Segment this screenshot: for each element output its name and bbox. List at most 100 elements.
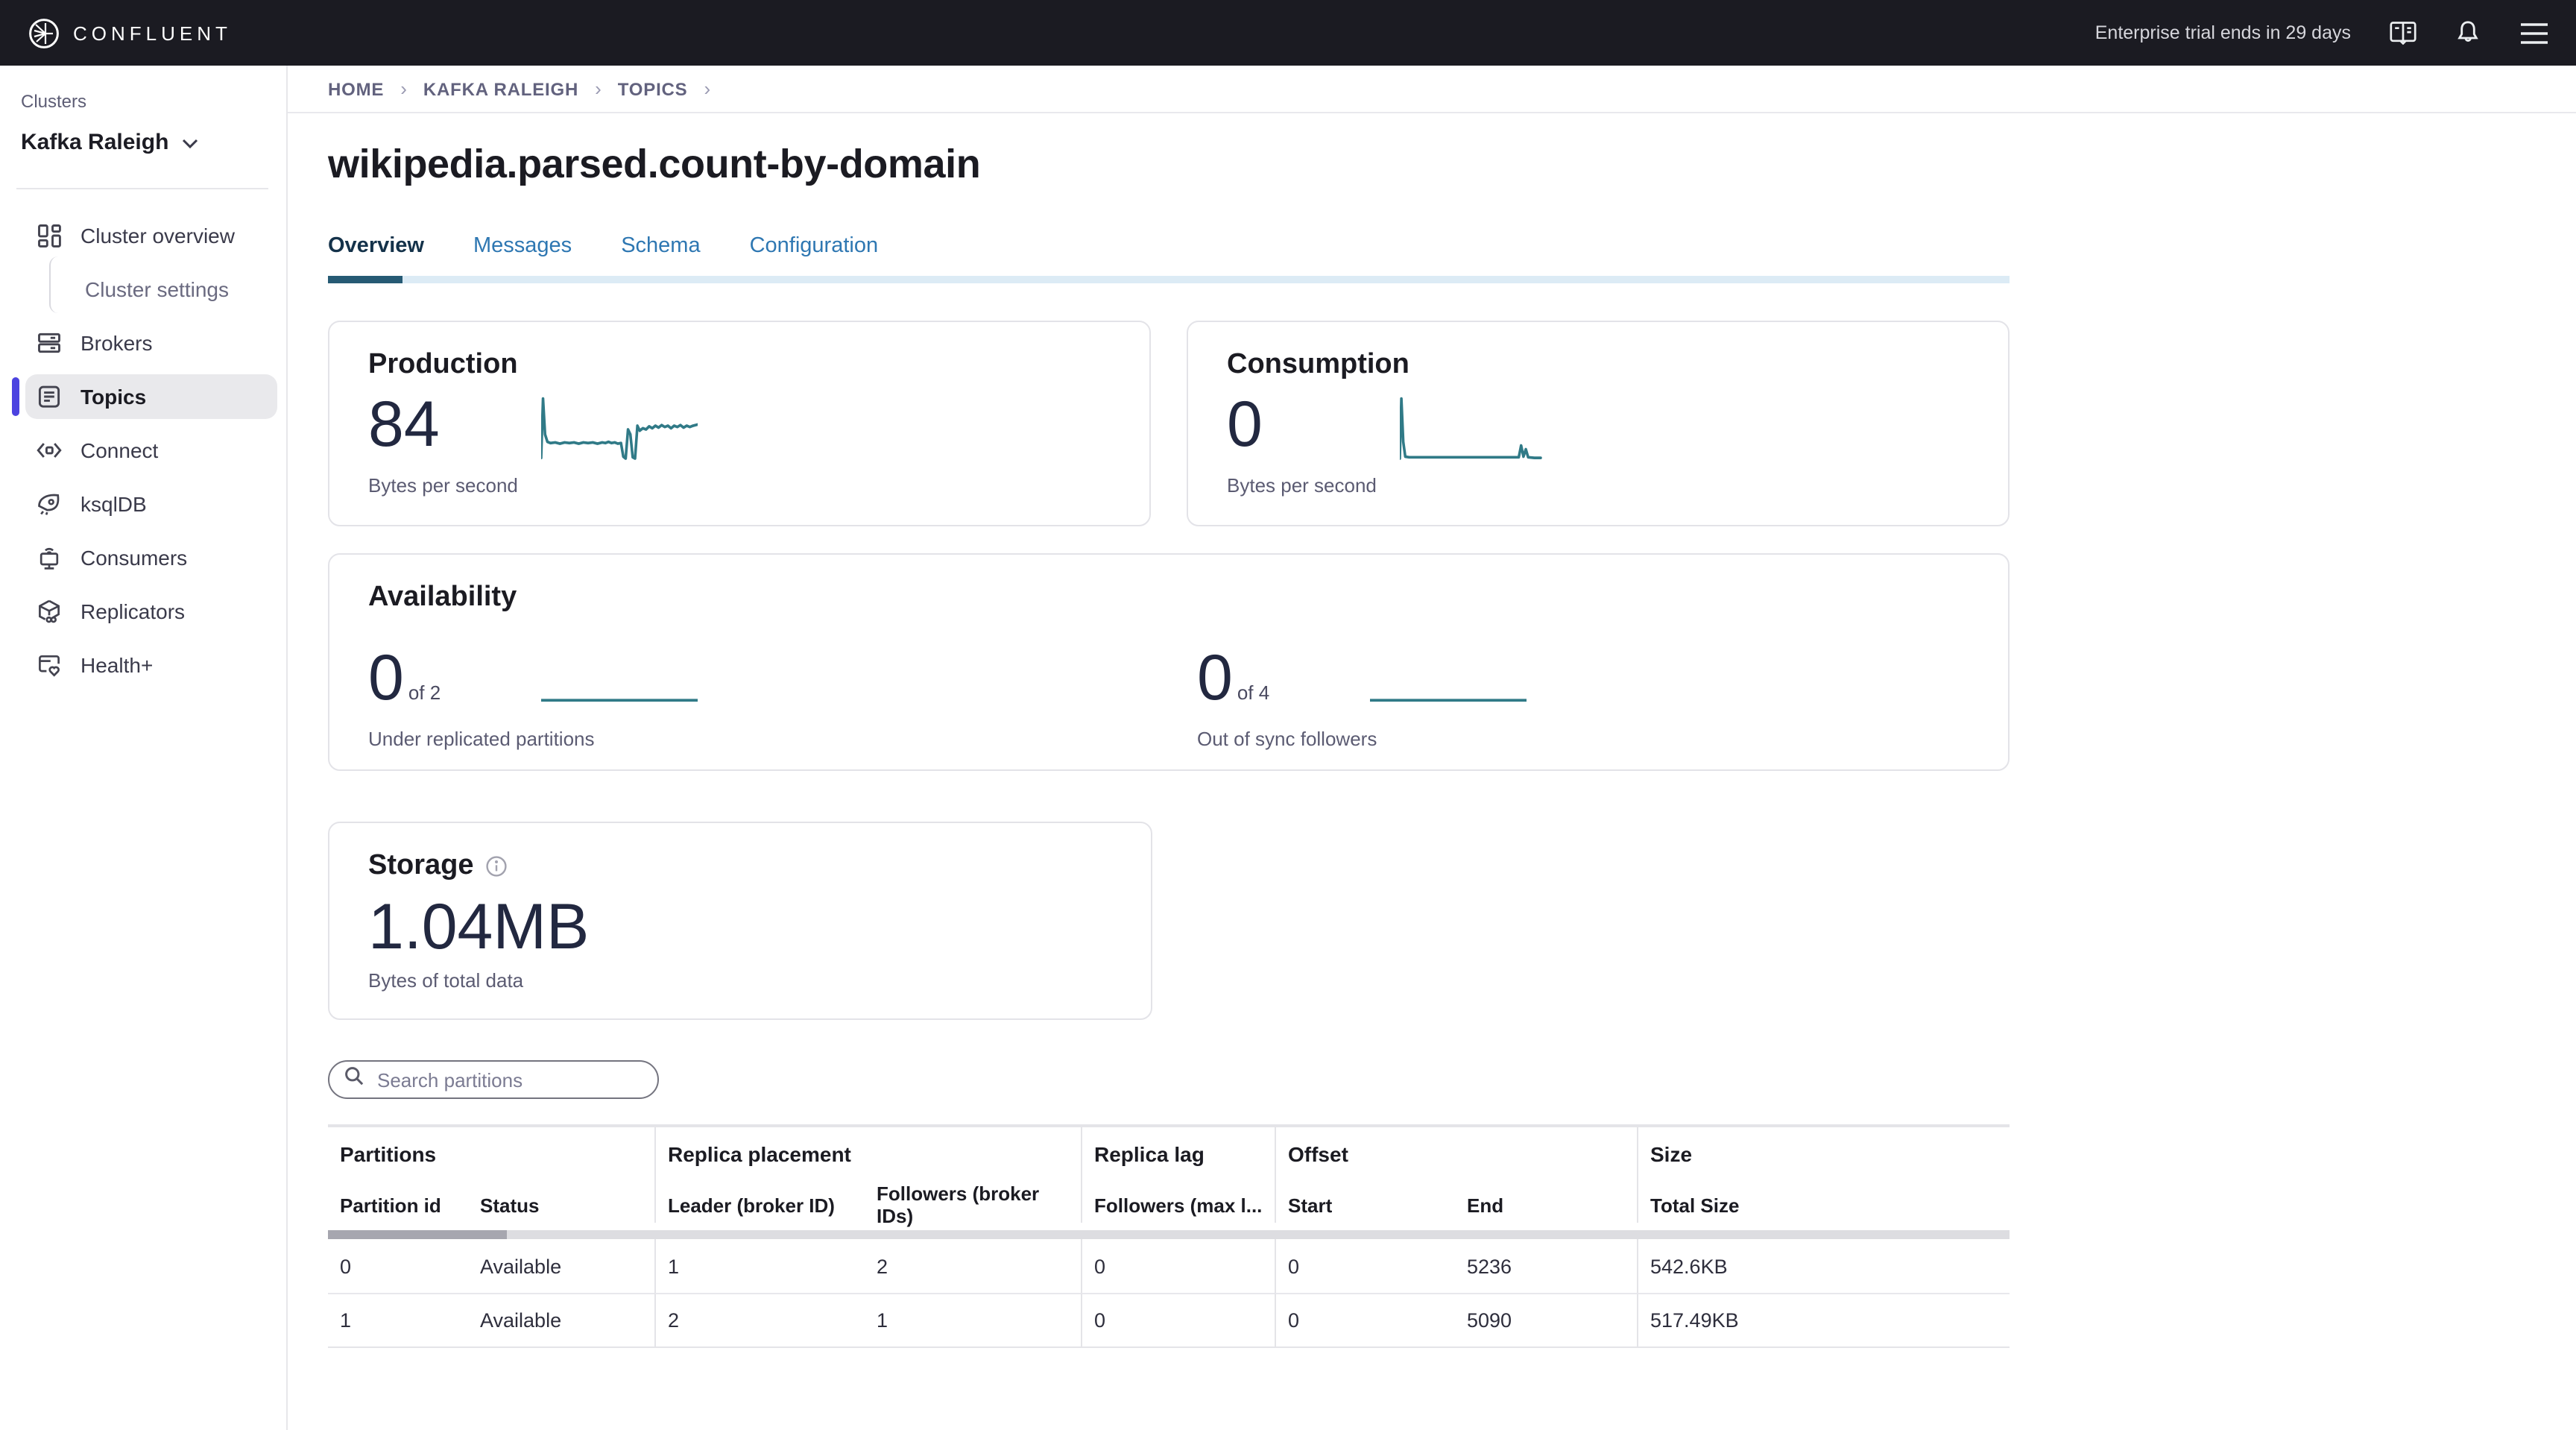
- group-header-size: Size: [1637, 1127, 2010, 1187]
- sidebar-item-replicators[interactable]: Replicators: [25, 589, 277, 634]
- info-icon[interactable]: [485, 856, 507, 877]
- ksqldb-rocket-icon: [36, 491, 63, 517]
- cell-followers-max: 0: [1081, 1293, 1275, 1346]
- cluster-picker[interactable]: Kafka Raleigh: [21, 130, 286, 155]
- sidebar-divider: [16, 188, 268, 189]
- tab-messages[interactable]: Messages: [473, 234, 572, 258]
- brand-name: CONFLUENT: [73, 22, 232, 44]
- sidebar-item-consumers[interactable]: Consumers: [25, 535, 277, 580]
- breadcrumb-cluster[interactable]: KAFKA RALEIGH: [423, 78, 579, 99]
- sidebar-item-topics[interactable]: Topics: [12, 374, 277, 419]
- out-of-sync-metric: 0 of 4 Out of sync followers: [1197, 626, 1969, 750]
- tab-configuration[interactable]: Configuration: [749, 234, 879, 258]
- dashboard-icon: [36, 222, 63, 249]
- tab-track: [328, 276, 2010, 283]
- cell-status: Available: [480, 1255, 562, 1277]
- search-partitions-input[interactable]: [374, 1067, 634, 1092]
- production-title: Production: [368, 349, 518, 380]
- consumers-icon: [36, 544, 63, 571]
- under-replicated-value: 0: [368, 643, 404, 714]
- cell-start: 0: [1275, 1239, 1455, 1293]
- out-of-sync-caption: Out of sync followers: [1197, 728, 1377, 750]
- search-partitions-box: [328, 1060, 659, 1099]
- storage-title: Storage: [368, 850, 474, 881]
- chevron-right-icon: ›: [595, 78, 602, 100]
- col-header-start: Start: [1275, 1187, 1455, 1223]
- sidebar-item-label: ksqlDB: [80, 492, 147, 516]
- production-caption: Bytes per second: [368, 474, 518, 497]
- sidebar-item-label: Consumers: [80, 546, 188, 570]
- sidebar-item-cluster-settings[interactable]: Cluster settings: [25, 256, 277, 313]
- under-replicated-sparkline: [541, 699, 698, 702]
- storage-caption: Bytes of total data: [368, 969, 524, 992]
- cell-leader: 1: [654, 1239, 865, 1293]
- docs-book-icon[interactable]: [2390, 21, 2416, 45]
- availability-title: Availability: [368, 582, 517, 613]
- connect-icon: [36, 437, 63, 464]
- brokers-icon: [36, 330, 63, 356]
- top-bar: CONFLUENT Enterprise trial ends in 29 da…: [0, 0, 2576, 66]
- search-icon: [344, 1066, 364, 1093]
- breadcrumb: HOME › KAFKA RALEIGH › TOPICS ›: [288, 66, 2576, 113]
- cell-end: 5236: [1467, 1255, 1512, 1277]
- sidebar-item-label: Cluster settings: [85, 277, 229, 301]
- sidebar-item-label: Brokers: [80, 331, 153, 355]
- sidebar-item-health[interactable]: Health+: [25, 643, 277, 687]
- scrollbar-thumb[interactable]: [328, 1230, 507, 1239]
- under-replicated-of: of 2: [408, 681, 441, 704]
- col-header-end: End: [1467, 1194, 1504, 1216]
- production-sparkline: [541, 397, 698, 460]
- trial-banner: Enterprise trial ends in 29 days: [2094, 22, 2351, 43]
- cell-followers-ids: 1: [865, 1293, 1081, 1346]
- sidebar-item-label: Health+: [80, 653, 154, 677]
- clusters-section-label: Clusters: [21, 91, 87, 112]
- col-header-leader: Leader (broker ID): [654, 1187, 865, 1223]
- confluent-logo[interactable]: CONFLUENT: [28, 17, 232, 48]
- tab-schema[interactable]: Schema: [621, 234, 701, 258]
- group-header-offset: Offset: [1275, 1127, 1637, 1187]
- sidebar-item-cluster-overview[interactable]: Cluster overview: [25, 213, 277, 258]
- col-header-total-size: Total Size: [1637, 1187, 2010, 1223]
- tab-bar: Overview Messages Schema Configuration: [328, 234, 2010, 283]
- cell-total-size: 517.49KB: [1637, 1293, 2010, 1346]
- sidebar-item-connect[interactable]: Connect: [25, 428, 277, 473]
- breadcrumb-home[interactable]: HOME: [328, 78, 385, 99]
- tab-active-indicator: [328, 276, 402, 283]
- group-header-partitions: Partitions: [340, 1142, 437, 1166]
- page-title: wikipedia.parsed.count-by-domain: [328, 142, 981, 186]
- breadcrumb-topics[interactable]: TOPICS: [617, 78, 688, 99]
- notifications-bell-icon[interactable]: [2455, 19, 2481, 46]
- top-bar-right: Enterprise trial ends in 29 days: [2095, 19, 2549, 46]
- consumption-value: 0: [1227, 389, 1263, 461]
- sidebar-item-label: Cluster overview: [80, 224, 235, 248]
- under-replicated-metric: 0 of 2 Under replicated partitions: [368, 626, 1197, 750]
- cell-partition-id: 0: [340, 1255, 352, 1277]
- menu-icon[interactable]: [2519, 22, 2549, 44]
- tab-overview[interactable]: Overview: [328, 234, 424, 258]
- cell-status: Available: [468, 1293, 654, 1346]
- sidebar-item-ksqldb[interactable]: ksqlDB: [25, 482, 277, 526]
- cell-start: 0: [1275, 1293, 1455, 1346]
- cell-partition-id: 1: [328, 1293, 468, 1346]
- main-content: HOME › KAFKA RALEIGH › TOPICS › wikipedi…: [288, 66, 2576, 1430]
- topics-icon: [36, 383, 63, 410]
- out-of-sync-of: of 4: [1237, 681, 1270, 704]
- sidebar-item-label: Replicators: [80, 599, 186, 623]
- replicators-icon: [36, 598, 63, 625]
- cell-followers-max: 0: [1081, 1239, 1275, 1293]
- col-header-status: Status: [480, 1194, 540, 1216]
- storage-value: 1.04MB: [368, 892, 590, 963]
- sidebar-item-brokers[interactable]: Brokers: [25, 321, 277, 365]
- cell-end: 5090: [1455, 1293, 1637, 1346]
- consumption-caption: Bytes per second: [1227, 474, 1377, 497]
- under-replicated-caption: Under replicated partitions: [368, 728, 595, 750]
- group-header-replica-lag: Replica lag: [1081, 1127, 1275, 1187]
- consumption-sparkline: [1400, 397, 1542, 460]
- sidebar-item-label: Topics: [80, 385, 147, 409]
- table-bottom-border: [328, 1346, 2010, 1348]
- sidebar: Clusters Kafka Raleigh Cluster overvie: [0, 66, 288, 1430]
- availability-card: Availability 0 of 2 Under replicated part…: [328, 553, 2010, 771]
- out-of-sync-value: 0: [1197, 643, 1233, 714]
- consumption-title: Consumption: [1227, 349, 1409, 380]
